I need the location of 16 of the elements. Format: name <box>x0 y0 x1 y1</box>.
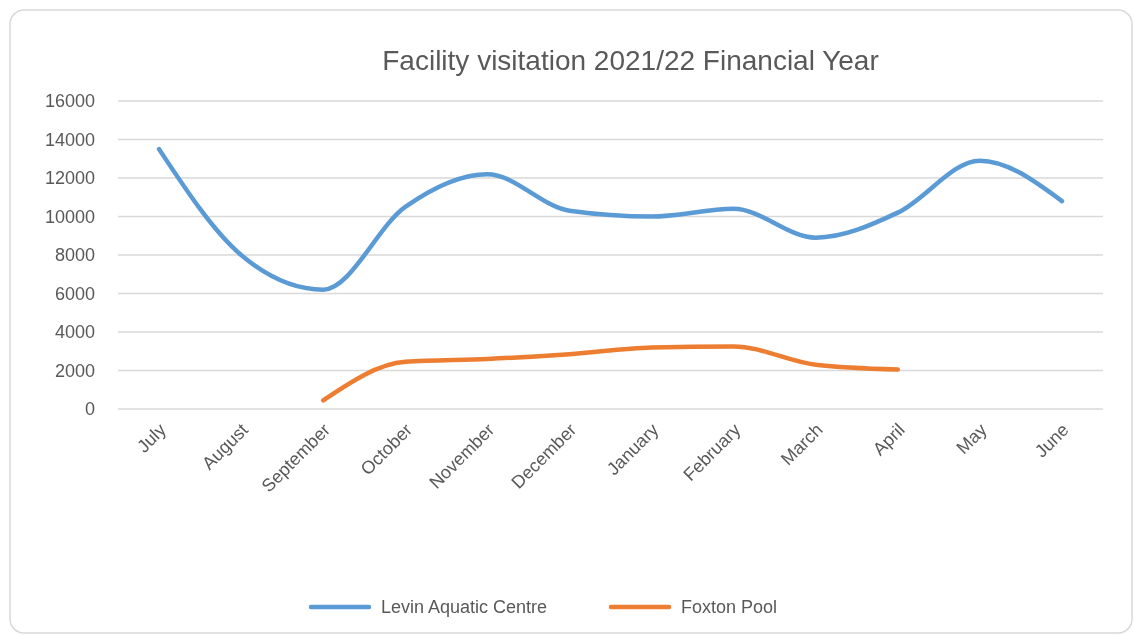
y-tick-label: 14000 <box>44 129 95 150</box>
legend-label: Levin Aquatic Centre <box>381 597 548 618</box>
line-series <box>156 146 1065 292</box>
line-series <box>320 344 901 403</box>
x-tick-label: May <box>952 419 991 458</box>
y-tick-label: 16000 <box>44 91 95 112</box>
y-tick-label: 4000 <box>54 322 95 343</box>
x-tick-label: July <box>133 419 170 457</box>
y-tick-label: 10000 <box>44 206 95 227</box>
chart-title: Facility visitation 2021/22 Financial Year <box>382 45 879 76</box>
y-tick-label: 8000 <box>54 245 95 266</box>
y-tick-label: 6000 <box>54 283 95 304</box>
y-tick-label: 2000 <box>54 360 95 381</box>
legend-label: Foxton Pool <box>681 597 778 618</box>
y-tick-label: 0 <box>84 399 95 420</box>
y-tick-label: 12000 <box>44 168 95 189</box>
